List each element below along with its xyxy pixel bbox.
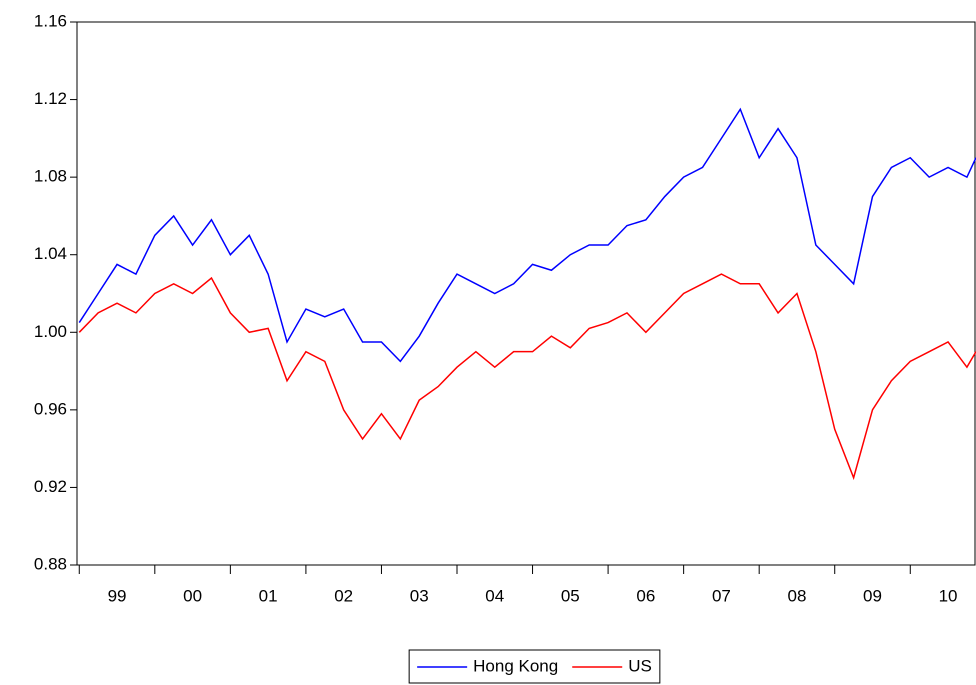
- y-tick-label: 1.12: [34, 89, 67, 108]
- x-tick-label: 03: [410, 586, 429, 605]
- plot-frame: [76, 21, 976, 566]
- series-line: [78, 273, 976, 481]
- x-tick-label: 01: [259, 586, 278, 605]
- x-tick-label: 05: [561, 586, 580, 605]
- legend-label: US: [628, 656, 652, 675]
- legend-label: Hong Kong: [473, 656, 558, 675]
- y-tick-label: 1.00: [34, 322, 67, 341]
- y-tick-label: 0.92: [34, 477, 67, 496]
- y-tick-label: 1.08: [34, 167, 67, 186]
- x-tick-label: 04: [485, 586, 504, 605]
- y-tick-label: 1.16: [34, 11, 67, 30]
- x-tick-label: 06: [636, 586, 655, 605]
- x-tick-label: 02: [334, 586, 353, 605]
- legend: Hong Kong US: [408, 649, 661, 684]
- x-tick-label: 00: [183, 586, 202, 605]
- series-line: [78, 107, 976, 363]
- x-tick-label: 08: [787, 586, 806, 605]
- y-tick-label: 0.88: [34, 554, 67, 573]
- x-tick-label: 07: [712, 586, 731, 605]
- x-tick-label: 99: [108, 586, 127, 605]
- x-tick-label: 09: [863, 586, 882, 605]
- y-tick-label: 0.96: [34, 399, 67, 418]
- y-tick-label: 1.04: [34, 244, 67, 263]
- x-tick-label: 10: [939, 586, 958, 605]
